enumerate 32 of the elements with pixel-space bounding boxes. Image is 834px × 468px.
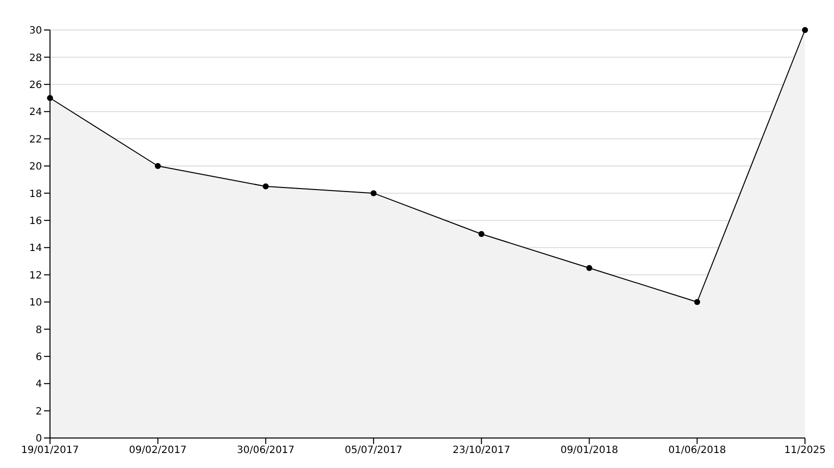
y-tick-label: 0 [36, 434, 42, 445]
y-tick-label: 12 [29, 270, 42, 282]
y-tick-label: 30 [29, 26, 42, 37]
y-tick-label: 10 [29, 298, 42, 309]
point [802, 27, 808, 33]
point [586, 265, 592, 271]
y-tick-label: 20 [29, 162, 42, 173]
point [478, 231, 484, 237]
x-tick-label: 09/01/2018 [560, 445, 618, 456]
y-tick-label: 18 [29, 188, 42, 200]
x-tick-label: 09/02/2017 [129, 445, 187, 456]
point [694, 299, 700, 305]
x-tick-label: 11/2025 [784, 445, 826, 456]
x-tick-label: 23/10/2017 [452, 445, 510, 456]
x-tick-label: 05/07/2017 [344, 445, 402, 456]
y-tick-label: 4 [36, 379, 42, 390]
y-tick-label: 22 [29, 134, 42, 146]
y-tick-label: 6 [36, 352, 42, 363]
x-tick-label: 01/06/2018 [668, 445, 726, 456]
x-tick-label: 30/06/2017 [236, 445, 295, 456]
y-tick-label: 26 [29, 80, 42, 91]
point [262, 183, 269, 190]
y-tick-label: 8 [36, 324, 42, 336]
point [47, 95, 53, 101]
point [370, 190, 377, 196]
x-tick-label: 19/01/2017 [21, 445, 79, 456]
point [154, 163, 161, 169]
y-tick-label: 16 [29, 216, 42, 227]
y-tick-label: 14 [29, 243, 42, 254]
y-tick-label: 2 [36, 406, 42, 418]
y-tick-label: 28 [29, 52, 42, 64]
y-tick-label: 24 [29, 107, 42, 118]
